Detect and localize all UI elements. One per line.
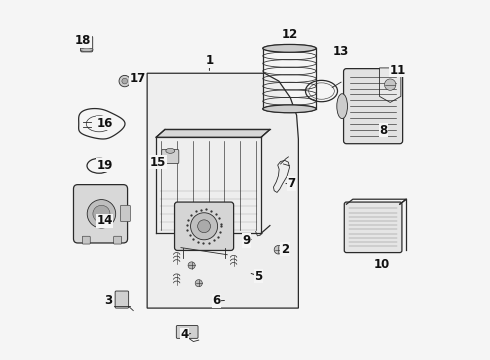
- Text: 11: 11: [390, 64, 406, 77]
- Text: 18: 18: [74, 34, 91, 47]
- Ellipse shape: [80, 48, 93, 51]
- FancyBboxPatch shape: [82, 236, 90, 244]
- Text: 19: 19: [96, 158, 113, 172]
- Text: 5: 5: [254, 270, 263, 283]
- Ellipse shape: [166, 148, 175, 153]
- FancyBboxPatch shape: [74, 185, 127, 243]
- Circle shape: [119, 75, 130, 87]
- Text: 1: 1: [205, 54, 214, 67]
- Text: 13: 13: [332, 45, 348, 58]
- Ellipse shape: [263, 44, 316, 52]
- Text: 2: 2: [281, 243, 289, 256]
- FancyBboxPatch shape: [343, 69, 403, 144]
- FancyBboxPatch shape: [114, 236, 122, 244]
- FancyBboxPatch shape: [176, 325, 198, 338]
- Text: 6: 6: [212, 294, 220, 307]
- Circle shape: [93, 205, 110, 222]
- Circle shape: [188, 262, 195, 269]
- Circle shape: [195, 280, 202, 287]
- FancyBboxPatch shape: [162, 149, 179, 164]
- Text: 14: 14: [96, 215, 113, 228]
- Text: 12: 12: [281, 28, 297, 41]
- FancyBboxPatch shape: [174, 202, 234, 251]
- Circle shape: [122, 78, 127, 84]
- Polygon shape: [379, 68, 401, 103]
- Circle shape: [197, 220, 211, 233]
- Circle shape: [191, 213, 218, 240]
- FancyBboxPatch shape: [121, 205, 130, 222]
- Circle shape: [87, 199, 116, 228]
- Circle shape: [274, 246, 283, 254]
- Text: 3: 3: [104, 294, 112, 307]
- Ellipse shape: [337, 94, 347, 118]
- Polygon shape: [156, 130, 270, 137]
- Text: 7: 7: [287, 177, 295, 190]
- FancyBboxPatch shape: [115, 291, 129, 308]
- Ellipse shape: [263, 105, 316, 113]
- Text: 10: 10: [374, 258, 390, 271]
- Text: 4: 4: [180, 328, 189, 341]
- Polygon shape: [147, 73, 298, 308]
- FancyBboxPatch shape: [81, 36, 93, 52]
- Circle shape: [385, 79, 396, 90]
- Text: 15: 15: [149, 156, 166, 169]
- Text: 17: 17: [129, 72, 146, 85]
- FancyBboxPatch shape: [344, 202, 402, 253]
- Text: 16: 16: [96, 117, 113, 130]
- Text: 8: 8: [380, 124, 388, 137]
- Text: 9: 9: [243, 234, 251, 247]
